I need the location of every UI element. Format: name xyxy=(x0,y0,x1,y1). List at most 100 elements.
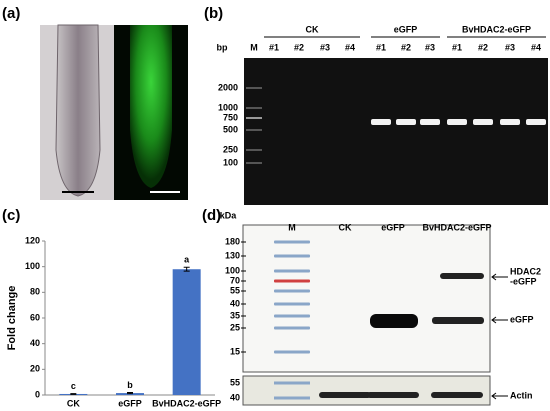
marker-label: 15 xyxy=(230,346,240,356)
significance-letter: c xyxy=(71,381,76,391)
ladder-band xyxy=(246,149,262,151)
error-bar xyxy=(70,393,77,395)
band-label: Actin xyxy=(510,390,533,400)
blot xyxy=(242,224,491,373)
ladder-band xyxy=(274,240,310,244)
band-label: -eGFP xyxy=(510,276,537,286)
marker-label: 25 xyxy=(230,322,240,332)
pcr-band xyxy=(371,119,391,125)
lane-label: BvHDAC2-eGFP xyxy=(422,222,491,232)
panel-label: (d) xyxy=(202,207,221,224)
significance-letter: b xyxy=(127,380,133,390)
root xyxy=(55,24,101,197)
marker-label: 55 xyxy=(230,377,240,387)
lane-label: #1 xyxy=(452,42,462,52)
y-tick-label: 60 xyxy=(30,312,40,322)
actin-band xyxy=(319,392,371,398)
marker-label: 100 xyxy=(225,265,240,275)
ladder-band xyxy=(274,314,310,318)
pcr-band xyxy=(473,119,493,125)
lane-label: M xyxy=(288,222,296,232)
pcr-band xyxy=(396,119,416,125)
y-tick-label: 80 xyxy=(30,287,40,297)
arrow xyxy=(491,316,508,324)
marker-label: 35 xyxy=(230,310,240,320)
protein-band xyxy=(432,317,484,324)
arrow xyxy=(491,392,508,400)
ladder-label: 100 xyxy=(223,157,238,167)
root-gfp xyxy=(130,25,172,188)
ladder-label: 750 xyxy=(223,112,238,122)
panel-label: (a) xyxy=(2,5,20,22)
marker-label: 55 xyxy=(230,285,240,295)
y-tick-label: 120 xyxy=(25,235,40,245)
lane-label: #2 xyxy=(294,42,304,52)
lane-label: #1 xyxy=(269,42,279,52)
gel-unit: bp xyxy=(217,42,228,52)
lane-label: #3 xyxy=(505,42,515,52)
protein-band xyxy=(440,273,484,279)
marker-label: 40 xyxy=(230,298,240,308)
error-bar xyxy=(127,392,133,395)
ladder-band xyxy=(246,107,262,109)
y-tick-label: 40 xyxy=(30,338,40,348)
x-tick-label: CK xyxy=(67,398,80,408)
ladder-band xyxy=(274,396,310,400)
group-label: eGFP xyxy=(394,24,418,34)
pcr-band xyxy=(420,119,440,125)
blot-unit: kDa xyxy=(220,210,238,220)
marker-label: 70 xyxy=(230,275,240,285)
protein-band xyxy=(370,314,418,328)
ladder-band xyxy=(246,129,262,131)
marker-label: 40 xyxy=(230,392,240,402)
actin-band xyxy=(367,392,419,398)
y-tick-label: 20 xyxy=(30,364,40,374)
lane-label: #2 xyxy=(478,42,488,52)
lane-label: M xyxy=(250,42,258,52)
pcr-band xyxy=(447,119,467,125)
marker-label: 130 xyxy=(225,250,240,260)
ladder-band xyxy=(274,350,310,354)
ladder-band xyxy=(246,87,262,89)
lane-label: #3 xyxy=(425,42,435,52)
lane-label: #1 xyxy=(376,42,386,52)
group-label: BvHDAC2-eGFP xyxy=(462,24,531,34)
lane-label: eGFP xyxy=(381,222,405,232)
x-tick-label: eGFP xyxy=(118,398,142,408)
gel xyxy=(244,58,548,205)
ladder-band xyxy=(274,254,310,258)
bar xyxy=(172,269,201,395)
ladder-label: 1000 xyxy=(218,102,238,112)
pcr-band xyxy=(500,119,520,125)
y-axis-label: Fold change xyxy=(6,286,18,351)
pcr-band xyxy=(526,119,546,125)
ladder-band xyxy=(274,302,310,306)
ladder-band xyxy=(274,269,310,273)
ladder-band xyxy=(246,117,262,119)
panel-label: (c) xyxy=(2,207,20,224)
y-tick-label: 100 xyxy=(25,261,40,271)
lane-label: #4 xyxy=(345,42,355,52)
ladder-label: 2000 xyxy=(218,82,238,92)
actin-band xyxy=(431,392,483,398)
ladder-band xyxy=(274,326,310,330)
ladder-band xyxy=(274,381,310,385)
error-bar xyxy=(183,266,190,272)
band-label: eGFP xyxy=(510,314,534,324)
lane-label: #2 xyxy=(401,42,411,52)
band-label: HDAC2 xyxy=(510,266,541,276)
y-tick-label: 0 xyxy=(35,389,40,399)
ladder-band xyxy=(246,162,262,164)
panel-label: (b) xyxy=(204,5,223,22)
ladder-label: 500 xyxy=(223,124,238,134)
marker-label: 180 xyxy=(225,236,240,246)
arrow xyxy=(491,273,508,281)
lane-label: CK xyxy=(339,222,352,232)
lane-label: #4 xyxy=(531,42,541,52)
actin-blot xyxy=(242,375,491,406)
significance-letter: a xyxy=(184,255,190,265)
ladder-band xyxy=(274,289,310,293)
ladder-label: 250 xyxy=(223,144,238,154)
group-label: CK xyxy=(306,24,319,34)
